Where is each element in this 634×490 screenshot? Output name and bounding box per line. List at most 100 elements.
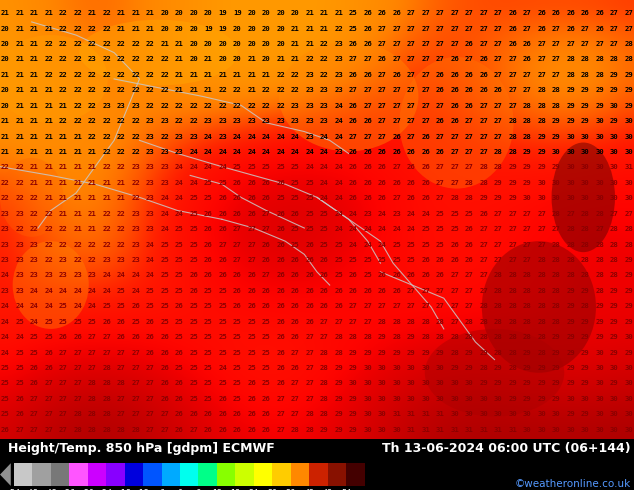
Text: 22: 22 (117, 242, 126, 247)
Text: 28: 28 (320, 396, 328, 402)
Text: 23: 23 (247, 118, 256, 124)
Text: 28: 28 (479, 303, 488, 309)
Text: 23: 23 (87, 56, 96, 62)
Text: 30: 30 (552, 411, 560, 417)
Text: 20: 20 (218, 56, 227, 62)
Text: 26: 26 (450, 103, 459, 109)
Text: 22: 22 (117, 72, 126, 78)
Text: 25: 25 (204, 350, 212, 356)
Text: 28: 28 (494, 334, 503, 340)
Text: 28: 28 (523, 103, 532, 109)
Text: 27: 27 (363, 134, 372, 140)
Text: 26: 26 (204, 242, 212, 247)
Text: 26: 26 (44, 350, 53, 356)
Text: 27: 27 (508, 257, 517, 263)
Text: 22: 22 (102, 41, 111, 47)
Text: 22: 22 (74, 257, 82, 263)
Text: 30: 30 (479, 396, 488, 402)
Text: 23: 23 (146, 180, 155, 186)
Text: 28: 28 (392, 334, 401, 340)
Text: 30: 30 (581, 149, 590, 155)
Text: 21: 21 (30, 25, 39, 31)
Text: 26: 26 (291, 257, 300, 263)
Text: 28: 28 (479, 165, 488, 171)
Text: 26: 26 (320, 288, 328, 294)
Text: 27: 27 (407, 134, 416, 140)
Text: 27: 27 (87, 365, 96, 371)
Text: 25: 25 (291, 242, 300, 247)
Text: 27: 27 (624, 211, 633, 217)
Text: 26: 26 (378, 288, 387, 294)
Text: 26: 26 (117, 319, 126, 325)
Text: 23: 23 (320, 87, 328, 93)
Text: 24: 24 (320, 165, 328, 171)
Text: 26: 26 (320, 257, 328, 263)
Text: 27: 27 (523, 226, 532, 232)
Text: 23: 23 (102, 103, 111, 109)
Text: 30: 30 (450, 411, 459, 417)
Text: 28: 28 (349, 334, 358, 340)
Text: 22: 22 (276, 72, 285, 78)
Text: 22: 22 (74, 25, 82, 31)
Text: 22: 22 (74, 118, 82, 124)
Text: 23: 23 (15, 242, 24, 247)
Text: 23: 23 (30, 272, 39, 278)
Text: 25: 25 (160, 242, 169, 247)
Text: 23: 23 (74, 272, 82, 278)
Text: 26: 26 (291, 272, 300, 278)
Text: 21: 21 (15, 25, 24, 31)
Text: 24: 24 (175, 211, 184, 217)
Text: 28: 28 (508, 303, 517, 309)
Text: 27: 27 (422, 303, 430, 309)
Text: 24: 24 (218, 149, 227, 155)
Text: 28: 28 (610, 257, 619, 263)
Text: 29: 29 (378, 334, 387, 340)
Text: 27: 27 (392, 87, 401, 93)
Text: 29: 29 (624, 257, 633, 263)
Text: 27: 27 (538, 211, 547, 217)
Text: 26: 26 (363, 41, 372, 47)
Text: 22: 22 (102, 87, 111, 93)
Text: 26: 26 (59, 334, 67, 340)
Text: 24: 24 (320, 134, 328, 140)
Text: 27: 27 (146, 427, 155, 433)
Text: 27: 27 (465, 288, 474, 294)
Text: 25: 25 (291, 196, 300, 201)
Text: 21: 21 (204, 72, 212, 78)
Text: 42: 42 (304, 489, 314, 490)
Text: 29: 29 (349, 427, 358, 433)
Text: 26: 26 (349, 272, 358, 278)
Text: 22: 22 (117, 87, 126, 93)
Text: 24: 24 (190, 180, 198, 186)
Text: 20: 20 (233, 41, 242, 47)
Text: 26: 26 (567, 10, 575, 16)
Text: 26: 26 (276, 257, 285, 263)
Text: 26: 26 (581, 10, 590, 16)
Text: 26: 26 (276, 211, 285, 217)
Text: 22: 22 (131, 196, 140, 201)
Text: 21: 21 (30, 134, 39, 140)
Text: 27: 27 (450, 180, 459, 186)
Text: 21: 21 (102, 196, 111, 201)
Text: 30: 30 (610, 411, 619, 417)
Text: 27: 27 (523, 72, 532, 78)
Text: 29: 29 (494, 381, 503, 387)
Text: 21: 21 (87, 226, 96, 232)
Text: 21: 21 (102, 180, 111, 186)
Text: 26: 26 (422, 134, 430, 140)
Text: 27: 27 (479, 242, 488, 247)
Text: 25: 25 (30, 334, 39, 340)
Text: 22: 22 (146, 72, 155, 78)
Text: 27: 27 (508, 87, 517, 93)
Text: 29: 29 (567, 411, 575, 417)
Text: 23: 23 (131, 226, 140, 232)
Text: 30: 30 (610, 165, 619, 171)
Text: 23: 23 (291, 103, 300, 109)
Text: 29: 29 (595, 319, 604, 325)
Text: 25: 25 (59, 303, 67, 309)
Text: 20: 20 (160, 25, 169, 31)
Text: 28: 28 (552, 319, 560, 325)
Text: 25: 25 (291, 165, 300, 171)
Text: 28: 28 (494, 319, 503, 325)
Text: 23: 23 (218, 134, 227, 140)
